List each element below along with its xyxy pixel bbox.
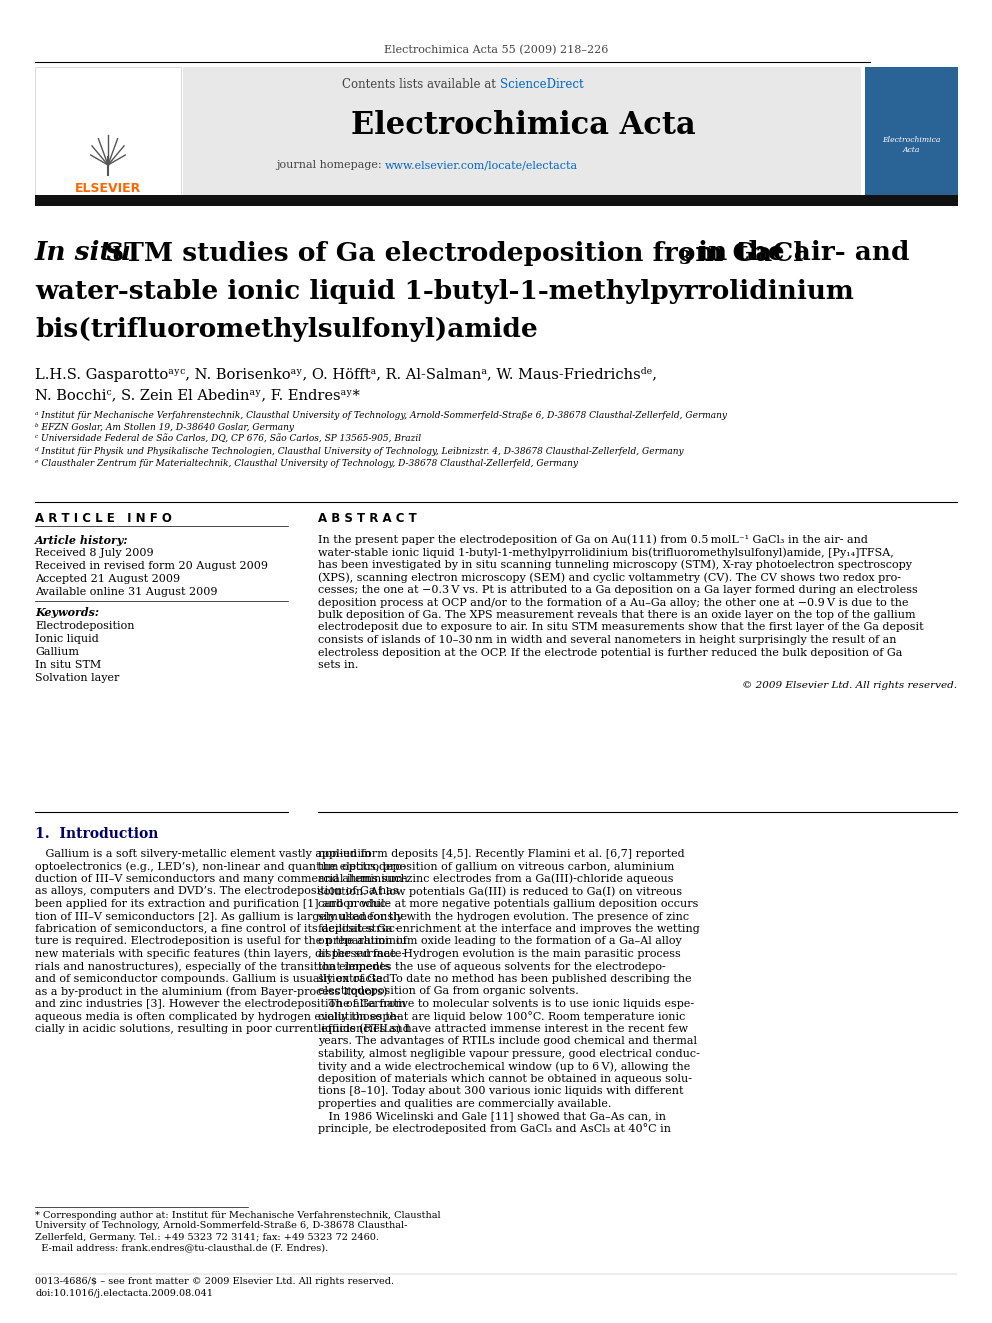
Text: new materials with specific features (thin layers, dispersed mate-: new materials with specific features (th… (35, 949, 406, 959)
Text: deposition of materials which cannot be obtained in aqueous solu-: deposition of materials which cannot be … (318, 1074, 692, 1084)
Text: Contents lists available at: Contents lists available at (342, 78, 500, 91)
Text: deposition process at OCP and/or to the formation of a Au–Ga alloy; the other on: deposition process at OCP and/or to the … (318, 598, 909, 607)
Text: Electrochimica
Acta: Electrochimica Acta (882, 136, 940, 153)
Text: duction of III–V semiconductors and many commercial items such: duction of III–V semiconductors and many… (35, 875, 408, 884)
Text: liquids (RTILs) have attracted immense interest in the recent few: liquids (RTILs) have attracted immense i… (318, 1024, 688, 1035)
Text: www.elsevier.com/locate/electacta: www.elsevier.com/locate/electacta (385, 160, 578, 169)
Text: tivity and a wide electrochemical window (up to 6 V), allowing the: tivity and a wide electrochemical window… (318, 1061, 690, 1072)
Text: 0013-4686/$ – see front matter © 2009 Elsevier Ltd. All rights reserved.: 0013-4686/$ – see front matter © 2009 El… (35, 1278, 394, 1286)
Text: simultaneously with the hydrogen evolution. The presence of zinc: simultaneously with the hydrogen evoluti… (318, 912, 689, 922)
Text: at the surface. Hydrogen evolution is the main parasitic process: at the surface. Hydrogen evolution is th… (318, 949, 681, 959)
Text: non-uniform deposits [4,5]. Recently Flamini et al. [6,7] reported: non-uniform deposits [4,5]. Recently Fla… (318, 849, 684, 859)
Text: tion of III–V semiconductors [2]. As gallium is largely used for the: tion of III–V semiconductors [2]. As gal… (35, 912, 407, 922)
Text: rials and nanostructures), especially of the transition elements: rials and nanostructures), especially of… (35, 962, 390, 972)
Text: has been investigated by in situ scanning tunneling microscopy (STM), X-ray phot: has been investigated by in situ scannin… (318, 560, 912, 570)
Text: principle, be electrodeposited from GaCl₃ and AsCl₃ at 40°C in: principle, be electrodeposited from GaCl… (318, 1123, 671, 1134)
Text: Zellerfeld, Germany. Tel.: +49 5323 72 3141; fax: +49 5323 72 2460.: Zellerfeld, Germany. Tel.: +49 5323 72 3… (35, 1233, 379, 1241)
Text: cially in acidic solutions, resulting in poor current efficiencies and: cially in acidic solutions, resulting in… (35, 1024, 410, 1035)
Text: E-mail address: frank.endres@tu-clausthal.de (F. Endres).: E-mail address: frank.endres@tu-claustha… (35, 1244, 328, 1253)
Text: in the air- and: in the air- and (689, 241, 910, 266)
Text: cesses; the one at −0.3 V vs. Pt is attributed to a Ga deposition on a Ga layer : cesses; the one at −0.3 V vs. Pt is attr… (318, 585, 918, 595)
Text: In 1986 Wicelinski and Gale [11] showed that Ga–As can, in: In 1986 Wicelinski and Gale [11] showed … (318, 1111, 666, 1122)
Text: University of Technology, Arnold-Sommerfeld-Straße 6, D-38678 Clausthal-: University of Technology, Arnold-Sommerf… (35, 1221, 408, 1230)
Text: ᵉ Clausthaler Zentrum für Materialtechnik, Clausthal University of Technology, D: ᵉ Clausthaler Zentrum für Materialtechni… (35, 459, 578, 467)
Text: Article history:: Article history: (35, 534, 129, 545)
Text: A B S T R A C T: A B S T R A C T (318, 512, 417, 524)
Text: and aluminium-zinc electrodes from a Ga(III)-chloride aqueous: and aluminium-zinc electrodes from a Ga(… (318, 873, 674, 884)
Text: Ionic liquid: Ionic liquid (35, 634, 99, 644)
Text: In the present paper the electrodeposition of Ga on Au(111) from 0.5 molL⁻¹ GaCl: In the present paper the electrodepositi… (318, 534, 868, 545)
Text: ELSEVIER: ELSEVIER (74, 183, 141, 196)
Text: Electrochimica Acta 55 (2009) 218–226: Electrochimica Acta 55 (2009) 218–226 (384, 45, 608, 56)
Text: ScienceDirect: ScienceDirect (500, 78, 583, 91)
Text: properties and qualities are commercially available.: properties and qualities are commerciall… (318, 1099, 611, 1109)
Text: years. The advantages of RTILs include good chemical and thermal: years. The advantages of RTILs include g… (318, 1036, 697, 1046)
Bar (865, 67, 958, 194)
Text: ᵇ EFZN Goslar, Am Stollen 19, D-38640 Goslar, Germany: ᵇ EFZN Goslar, Am Stollen 19, D-38640 Go… (35, 422, 294, 431)
Text: solution. At low potentials Ga(III) is reduced to Ga(I) on vitreous: solution. At low potentials Ga(III) is r… (318, 886, 682, 897)
Text: Keywords:: Keywords: (35, 607, 99, 618)
Text: STM studies of Ga electrodeposition from GaCl: STM studies of Ga electrodeposition from… (96, 241, 804, 266)
Text: Electrodeposition: Electrodeposition (35, 620, 135, 631)
Text: In situ: In situ (35, 241, 132, 266)
Text: tions [8–10]. Today about 300 various ionic liquids with different: tions [8–10]. Today about 300 various io… (318, 1086, 683, 1097)
Text: bulk deposition of Ga. The XPS measurement reveals that there is an oxide layer : bulk deposition of Ga. The XPS measureme… (318, 610, 916, 620)
Bar (35, 67, 181, 194)
Text: * Corresponding author at: Institut für Mechanische Verfahrenstechnik, Clausthal: * Corresponding author at: Institut für … (35, 1211, 440, 1220)
Text: Electrochimica Acta: Electrochimica Acta (350, 110, 695, 140)
Text: water-stable ionic liquid 1-butyl-1-methylpyrrolidinium bis(trifluoromethylsulfo: water-stable ionic liquid 1-butyl-1-meth… (318, 548, 894, 558)
Text: consists of islands of 10–30 nm in width and several nanometers in height surpri: consists of islands of 10–30 nm in width… (318, 635, 897, 646)
Text: ᶜ Universidade Federal de São Carlos, DQ, CP 676, São Carlos, SP 13565-905, Braz: ᶜ Universidade Federal de São Carlos, DQ… (35, 434, 422, 443)
Text: carbon while at more negative potentials gallium deposition occurs: carbon while at more negative potentials… (318, 900, 698, 909)
Text: © 2009 Elsevier Ltd. All rights reserved.: © 2009 Elsevier Ltd. All rights reserved… (742, 681, 957, 691)
Text: electrodeposit due to exposure to air. In situ STM measurements show that the fi: electrodeposit due to exposure to air. I… (318, 623, 924, 632)
Text: stability, almost negligible vapour pressure, good electrical conduc-: stability, almost negligible vapour pres… (318, 1049, 700, 1058)
Bar (183, 67, 861, 194)
Text: that impedes the use of aqueous solvents for the electrodepo-: that impedes the use of aqueous solvents… (318, 962, 666, 971)
Text: Received 8 July 2009: Received 8 July 2009 (35, 548, 154, 558)
Text: 3: 3 (679, 250, 691, 269)
Bar (35, 194, 958, 206)
Text: Gallium: Gallium (35, 647, 79, 658)
Text: on the aluminium oxide leading to the formation of a Ga–Al alloy: on the aluminium oxide leading to the fo… (318, 937, 682, 946)
Text: and zinc industries [3]. However the electrodeposition of Ga from: and zinc industries [3]. However the ele… (35, 999, 406, 1009)
Text: as a by-product in the aluminium (from Bayer-process liquors): as a by-product in the aluminium (from B… (35, 986, 387, 996)
Text: and of semiconductor compounds. Gallium is usually extracted: and of semiconductor compounds. Gallium … (35, 974, 390, 984)
Text: electrodeposition of Ga from organic solvents.: electrodeposition of Ga from organic sol… (318, 987, 578, 996)
Text: Available online 31 August 2009: Available online 31 August 2009 (35, 587, 217, 597)
Text: 1.  Introduction: 1. Introduction (35, 827, 159, 841)
Text: the electrodeposition of gallium on vitreous carbon, aluminium: the electrodeposition of gallium on vitr… (318, 861, 675, 872)
Text: ᵃ Institut für Mechanische Verfahrenstechnik, Clausthal University of Technology: ᵃ Institut für Mechanische Verfahrenstec… (35, 410, 727, 419)
Text: A R T I C L E   I N F O: A R T I C L E I N F O (35, 512, 172, 524)
Text: In situ STM: In situ STM (35, 660, 101, 669)
Text: ture is required. Electrodeposition is useful for the preparation of: ture is required. Electrodeposition is u… (35, 937, 407, 946)
Text: as alloys, computers and DVD’s. The electrodeposition of Ga has: as alloys, computers and DVD’s. The elec… (35, 886, 399, 897)
Text: sition of Ga. To date no method has been published describing the: sition of Ga. To date no method has been… (318, 974, 691, 984)
Text: ᵈ Institut für Physik und Physikalische Technologien, Clausthal University of Te: ᵈ Institut für Physik und Physikalische … (35, 446, 683, 455)
Text: been applied for its extraction and purification [1] and produc-: been applied for its extraction and puri… (35, 900, 390, 909)
Text: Accepted 21 August 2009: Accepted 21 August 2009 (35, 574, 181, 583)
Text: Gallium is a soft silvery-metallic element vastly applied in: Gallium is a soft silvery-metallic eleme… (35, 849, 371, 859)
Text: journal homepage:: journal homepage: (276, 160, 385, 169)
Text: optoelectronics (e.g., LED’s), non-linear and quantum optics, pro-: optoelectronics (e.g., LED’s), non-linea… (35, 861, 406, 872)
Text: L.H.S. Gasparottoᵃʸᶜ, N. Borisenkoᵃʸ, O. Höfftᵃ, R. Al-Salmanᵃ, W. Maus-Friedric: L.H.S. Gasparottoᵃʸᶜ, N. Borisenkoᵃʸ, O.… (35, 368, 657, 382)
Text: (XPS), scanning electron microscopy (SEM) and cyclic voltammetry (CV). The CV sh: (XPS), scanning electron microscopy (SEM… (318, 573, 901, 582)
Text: cially those that are liquid below 100°C. Room temperature ionic: cially those that are liquid below 100°C… (318, 1011, 685, 1021)
Text: sets in.: sets in. (318, 660, 358, 669)
Text: aqueous media is often complicated by hydrogen evolution espe-: aqueous media is often complicated by hy… (35, 1012, 400, 1021)
Text: facilitates Ga enrichment at the interface and improves the wetting: facilitates Ga enrichment at the interfa… (318, 923, 699, 934)
Text: N. Bocchiᶜ, S. Zein El Abedinᵃʸ, F. Endresᵃʸ*: N. Bocchiᶜ, S. Zein El Abedinᵃʸ, F. Endr… (35, 388, 360, 402)
Text: Received in revised form 20 August 2009: Received in revised form 20 August 2009 (35, 561, 268, 572)
Text: fabrication of semiconductors, a fine control of its deposit struc-: fabrication of semiconductors, a fine co… (35, 923, 399, 934)
Text: doi:10.1016/j.electacta.2009.08.041: doi:10.1016/j.electacta.2009.08.041 (35, 1289, 213, 1298)
Text: Solvation layer: Solvation layer (35, 673, 119, 683)
Text: bis(trifluoromethylsulfonyl)amide: bis(trifluoromethylsulfonyl)amide (35, 316, 538, 341)
Text: water-stable ionic liquid 1-butyl-1-methylpyrrolidinium: water-stable ionic liquid 1-butyl-1-meth… (35, 279, 854, 303)
Text: electroless deposition at the OCP. If the electrode potential is further reduced: electroless deposition at the OCP. If th… (318, 647, 903, 658)
Text: The alternative to molecular solvents is to use ionic liquids espe-: The alternative to molecular solvents is… (318, 999, 694, 1009)
